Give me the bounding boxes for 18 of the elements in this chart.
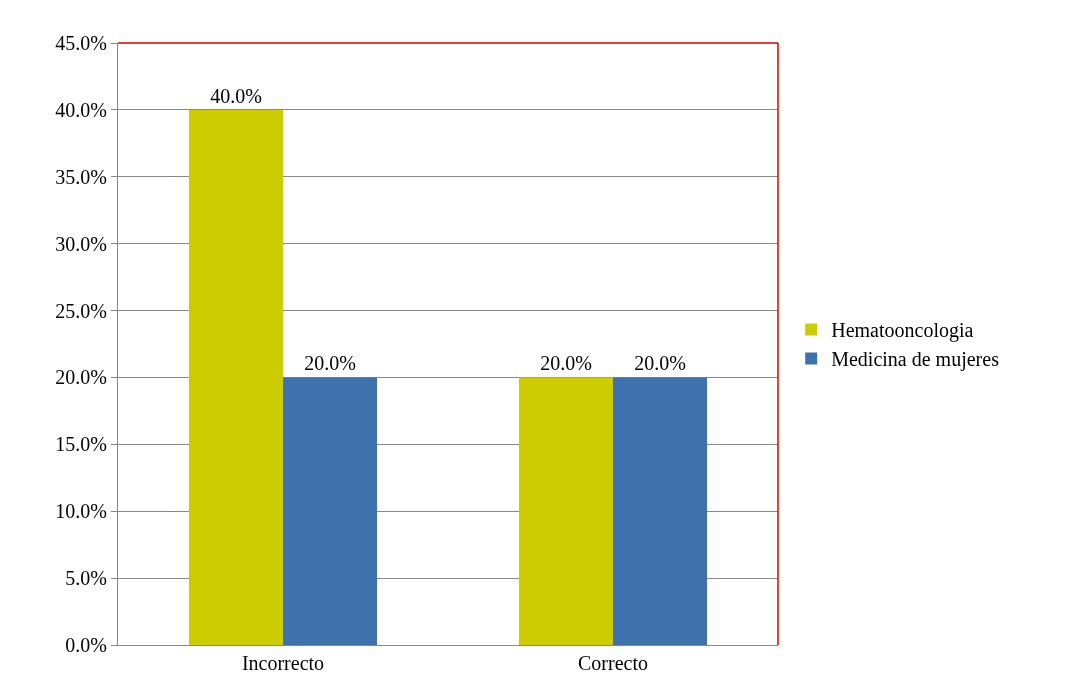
y-tick-label: 25.0% <box>55 299 107 322</box>
y-tick-label: 0.0% <box>65 634 107 656</box>
y-tick-label: 15.0% <box>55 433 107 456</box>
data-label: 20.0% <box>304 352 356 375</box>
y-tick-label: 35.0% <box>55 165 107 188</box>
legend-label: Medicina de mujeres <box>831 348 1000 372</box>
y-tick-label: 45.0% <box>55 32 107 54</box>
y-tick-label: 20.0% <box>55 366 107 389</box>
y-tick-label: 5.0% <box>65 567 107 590</box>
y-tick-label: 40.0% <box>55 98 107 121</box>
y-tick-label: 10.0% <box>55 500 107 523</box>
y-tick-label: 30.0% <box>55 232 107 255</box>
data-label: 40.0% <box>210 84 262 107</box>
x-tick-label: Incorrecto <box>241 652 325 674</box>
legend-label: Hematooncologia <box>831 319 974 343</box>
data-label: 20.0% <box>634 352 686 375</box>
data-label: 20.0% <box>540 352 592 375</box>
x-tick-label: Correcto <box>578 652 648 674</box>
